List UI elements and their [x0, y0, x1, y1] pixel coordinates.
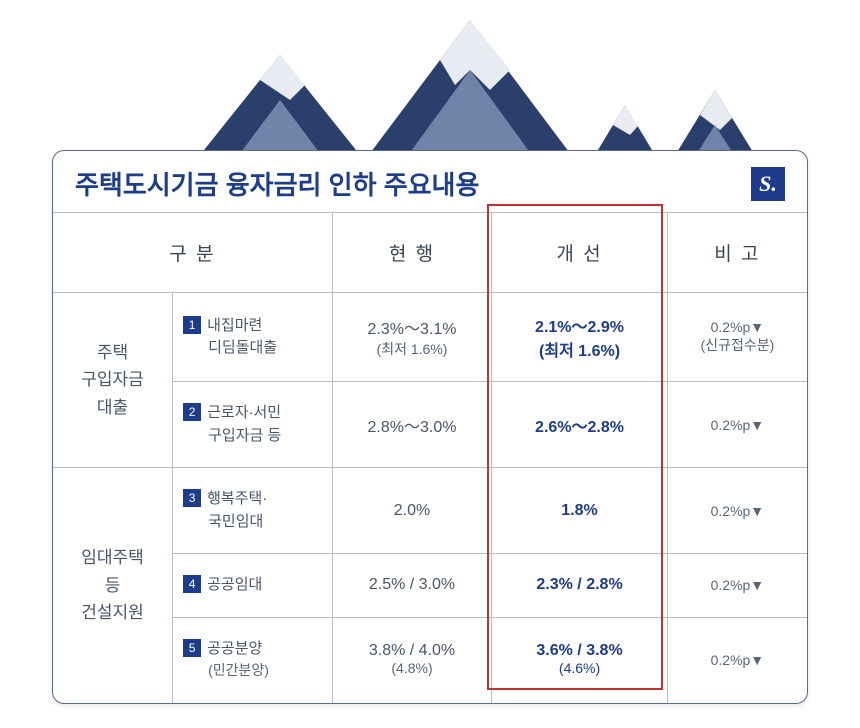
card-header: 주택도시기금 융자금리 인하 주요내용 S. — [53, 151, 807, 212]
note-cell: 0.2%p▼ — [667, 382, 807, 468]
note-cell: 0.2%p▼ — [667, 617, 807, 703]
th-improved: 개 선 — [492, 213, 668, 293]
sub-category: 4공공임대 — [173, 554, 333, 618]
sub-category: 3행복주택· 국민임대 — [173, 468, 333, 554]
num-badge: 2 — [183, 403, 201, 421]
th-note: 비 고 — [667, 213, 807, 293]
category-cell: 임대주택 등 건설지원 — [53, 468, 173, 703]
note-cell: 0.2%p▼ — [667, 468, 807, 554]
improved-cell: 1.8% — [492, 468, 668, 554]
num-badge: 4 — [183, 575, 201, 593]
note-cell: 0.2%p▼ — [667, 554, 807, 618]
current-cell: 2.8%～3.0% — [332, 382, 492, 468]
category-cell: 주택 구입자금 대출 — [53, 293, 173, 468]
num-badge: 1 — [183, 316, 201, 334]
num-badge: 3 — [183, 489, 201, 507]
card-title: 주택도시기금 융자금리 인하 주요내용 — [75, 165, 479, 202]
table-row: 임대주택 등 건설지원 3행복주택· 국민임대 2.0% 1.8% 0.2%p▼ — [53, 468, 807, 554]
note-cell: 0.2%p▼ (신규접수분) — [667, 293, 807, 382]
current-cell: 2.5% / 3.0% — [332, 554, 492, 618]
current-cell: 3.8% / 4.0% (4.8%) — [332, 617, 492, 703]
rate-table: 구 분 현 행 개 선 비 고 주택 구입자금 대출 1내집마련 디딤돌대출 — [53, 212, 807, 703]
table-row: 주택 구입자금 대출 1내집마련 디딤돌대출 2.3%～3.1% (최저 1.6… — [53, 293, 807, 382]
rate-table-card: 주택도시기금 융자금리 인하 주요내용 S. 구 분 현 행 개 선 비 고 주… — [52, 150, 808, 704]
improved-cell: 3.6% / 3.8% (4.6%) — [492, 617, 668, 703]
publisher-logo: S. — [751, 167, 785, 201]
improved-cell: 2.1%～2.9% (최저 1.6%) — [492, 293, 668, 382]
th-current: 현 행 — [332, 213, 492, 293]
sub-category: 2근로자·서민 구입자금 등 — [173, 382, 333, 468]
current-cell: 2.3%～3.1% (최저 1.6%) — [332, 293, 492, 382]
sub-category: 1내집마련 디딤돌대출 — [173, 293, 333, 382]
th-category: 구 분 — [53, 213, 332, 293]
num-badge: 5 — [183, 639, 201, 657]
sub-category: 5공공분양 (민간분양) — [173, 617, 333, 703]
improved-cell: 2.6%～2.8% — [492, 382, 668, 468]
improved-cell: 2.3% / 2.8% — [492, 554, 668, 618]
current-cell: 2.0% — [332, 468, 492, 554]
